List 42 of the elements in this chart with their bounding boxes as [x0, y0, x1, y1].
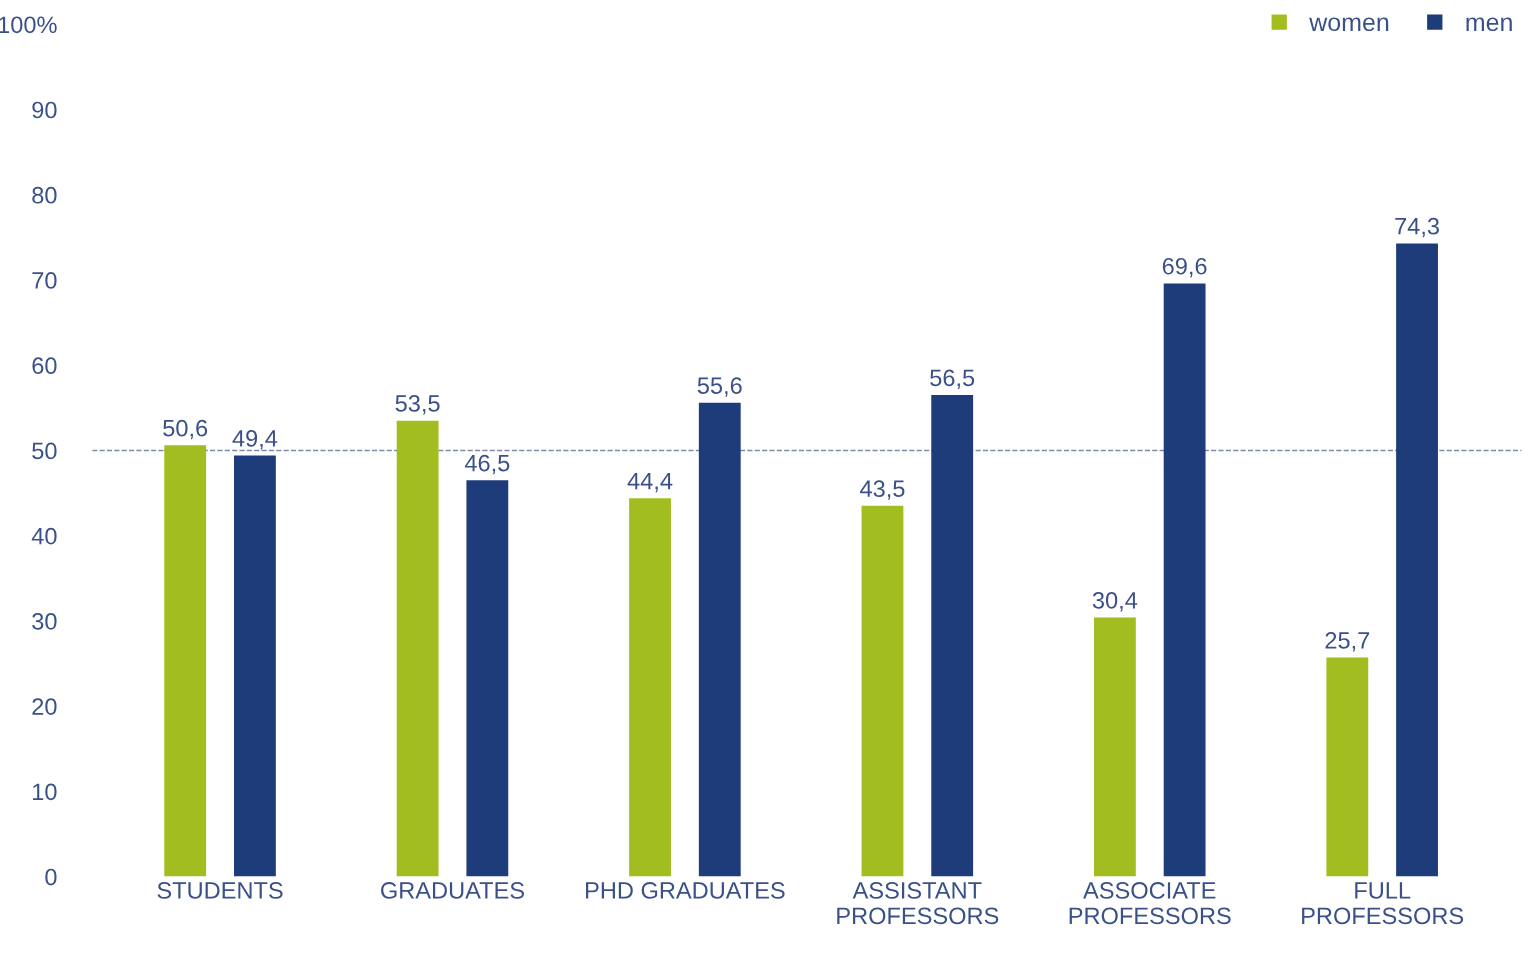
legend-label: women — [1309, 17, 1389, 32]
y-tick-label: 30 — [32, 612, 57, 630]
x-tick-label: ASSISTANT PROFESSORS — [837, 882, 999, 925]
data-label: 44,4 — [627, 472, 673, 493]
data-label: 56,5 — [930, 369, 975, 390]
bar — [1326, 657, 1369, 877]
data-label: 50,6 — [163, 419, 208, 440]
x-tick-label: ASSOCIATE PROFESSORS — [1069, 882, 1231, 925]
x-tick-label: PHD GRADUATES — [586, 882, 785, 899]
bar — [1396, 243, 1438, 877]
x-tick-label: FULL PROFESSORS — [1302, 882, 1464, 925]
data-label: 53,5 — [395, 395, 440, 415]
y-tick-label: 90 — [32, 101, 57, 119]
bar — [1163, 283, 1206, 877]
data-label: 43,5 — [860, 480, 905, 500]
bar — [234, 455, 276, 877]
y-tick-label: 10 — [33, 783, 57, 801]
bar — [396, 420, 439, 877]
bar — [1093, 617, 1136, 877]
y-tick-label: 20 — [32, 698, 57, 715]
y-tick-label: 40 — [31, 527, 57, 545]
bar — [466, 480, 509, 877]
data-label: 25,7 — [1325, 632, 1370, 652]
data-label: 46,5 — [464, 454, 510, 475]
y-tick-label: 0 — [45, 868, 57, 886]
data-label: 74,3 — [1395, 217, 1439, 238]
bar — [931, 395, 974, 877]
bar — [698, 402, 741, 877]
bar — [629, 498, 671, 877]
legend-label: men — [1466, 17, 1512, 32]
bar — [861, 505, 904, 877]
y-tick-label: 70 — [32, 272, 57, 289]
x-tick-label: GRADUATES — [381, 882, 524, 899]
y-tick-label: 60 — [32, 357, 57, 375]
data-label: 49,4 — [232, 430, 278, 450]
data-label: 30,4 — [1092, 591, 1138, 612]
x-tick-label: STUDENTS — [157, 882, 283, 899]
y-tick-label: 50 — [32, 442, 57, 460]
bar — [164, 445, 207, 877]
data-label: 55,6 — [697, 377, 742, 397]
y-tick-label: 80 — [32, 186, 57, 204]
data-label: 69,6 — [1162, 257, 1207, 278]
